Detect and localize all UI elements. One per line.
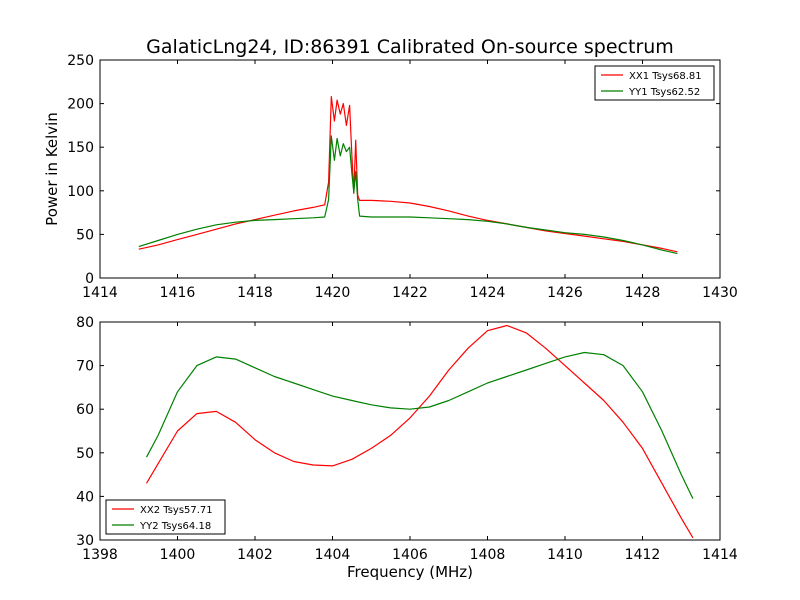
x-tick-label: 1398 <box>82 547 118 563</box>
y-tick-label: 100 <box>67 184 94 200</box>
y-tick-label: 80 <box>76 315 94 331</box>
y-tick-label: 40 <box>76 489 94 505</box>
y-tick-label: 30 <box>76 533 94 549</box>
y-axis-label: Power in Kelvin <box>43 112 61 226</box>
x-tick-label: 1426 <box>547 285 583 301</box>
x-tick-label: 1414 <box>82 285 118 301</box>
x-tick-label: 1430 <box>702 285 738 301</box>
x-tick-label: 1422 <box>392 285 428 301</box>
series-line-2 <box>138 135 678 255</box>
y-tick-label: 50 <box>76 227 94 243</box>
x-tick-label: 1420 <box>315 285 351 301</box>
legend-frame <box>105 499 226 535</box>
y-tick-label: 200 <box>67 97 94 113</box>
y-tick-label: 250 <box>67 53 94 69</box>
bottom-spectrum-plot: 1398 1400 1402 1404 1406 1408 1410 1412 1414 30 40… <box>76 315 738 563</box>
legend: XX1 Tsys68.81 YY1 Tsys62.52 <box>594 65 715 101</box>
legend-entry: XX1 Tsys68.81 <box>629 71 702 82</box>
legend-frame <box>594 65 715 101</box>
x-tick-label: 1418 <box>237 285 273 301</box>
x-tick-label: 1402 <box>237 547 273 563</box>
x-axis-label: Frequency (MHz) <box>347 563 473 581</box>
figure-title: GalaticLng24, ID:86391 Calibrated On-sou… <box>146 36 674 58</box>
x-tick-label: 1406 <box>392 547 428 563</box>
x-tick-label: 1410 <box>547 547 583 563</box>
legend: XX2 Tsys57.71 YY2 Tsys64.18 <box>105 499 226 535</box>
legend-entry: XX2 Tsys57.71 <box>140 505 213 516</box>
x-tick-label: 1412 <box>625 547 661 563</box>
x-tick-label: 1416 <box>160 285 196 301</box>
x-tick-label: 1424 <box>470 285 506 301</box>
y-tick-label: 150 <box>67 140 94 156</box>
series-line-2 <box>145 351 694 499</box>
y-tick-label: 70 <box>76 359 94 375</box>
y-tick-label: 50 <box>76 446 94 462</box>
legend-entry: YY1 Tsys62.52 <box>628 87 700 98</box>
x-tick-label: 1428 <box>625 285 661 301</box>
x-tick-label: 1404 <box>315 547 351 563</box>
top-spectrum-plot: 1414 1416 1418 1420 1422 1424 1426 1428 1430 0 50 1… <box>43 53 738 301</box>
y-tick-label: 60 <box>76 402 94 418</box>
x-tick-label: 1400 <box>160 547 196 563</box>
x-tick-label: 1414 <box>702 547 738 563</box>
x-tick-label: 1408 <box>470 547 506 563</box>
series-line-1 <box>145 324 694 539</box>
series-line-1 <box>138 96 678 253</box>
y-tick-label: 0 <box>85 271 94 287</box>
legend-entry: YY2 Tsys64.18 <box>139 521 211 532</box>
